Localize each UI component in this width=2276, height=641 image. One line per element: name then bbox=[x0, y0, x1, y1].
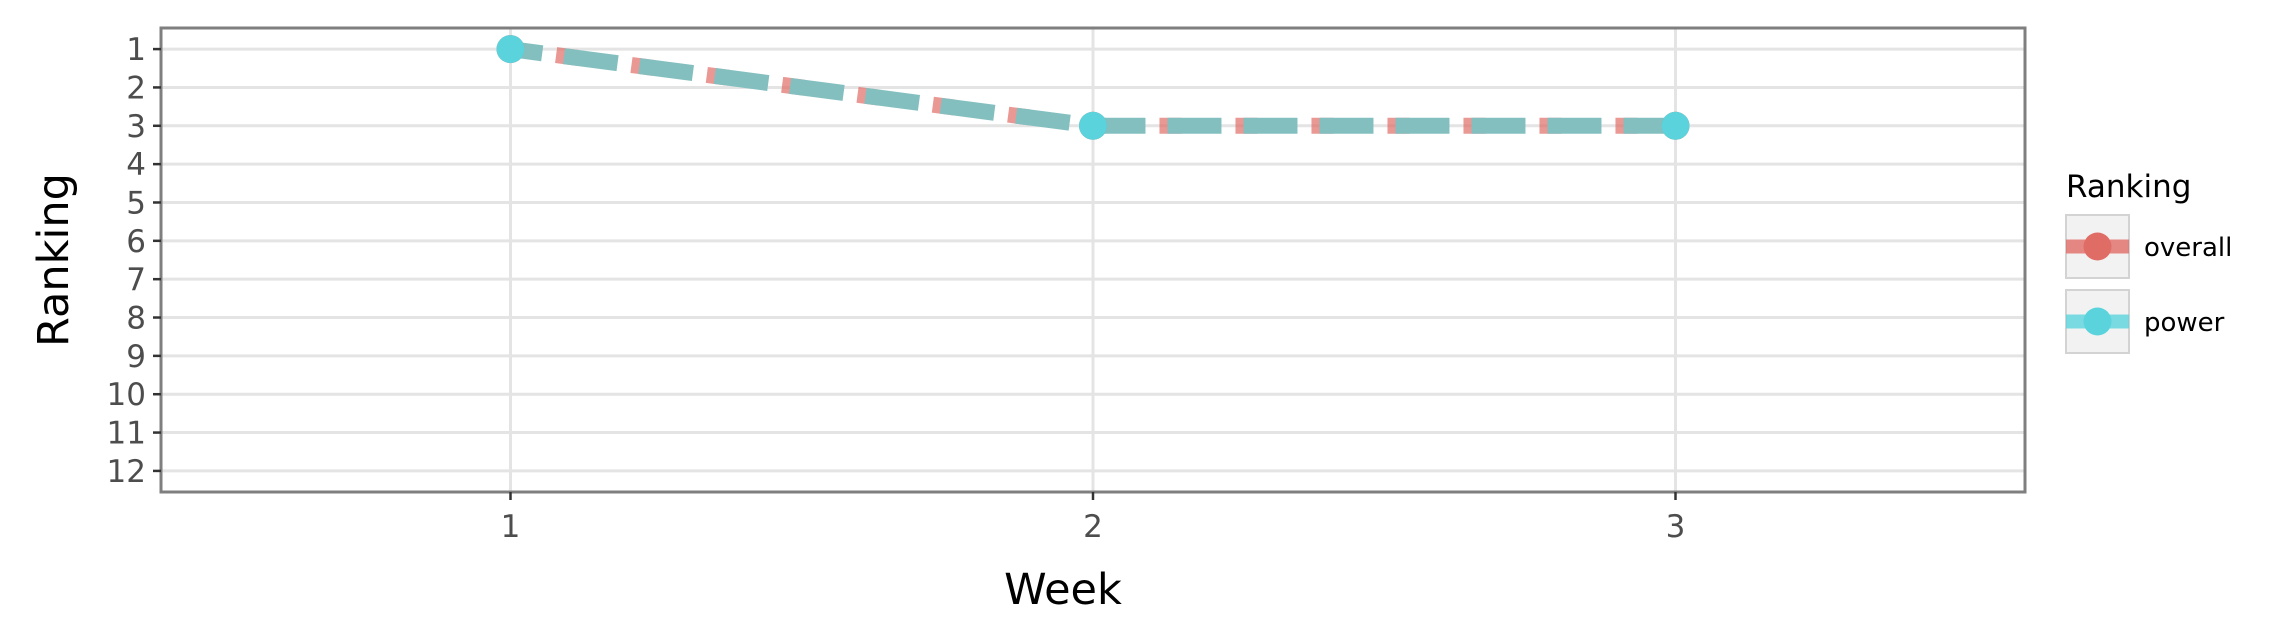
legend-label-power: power bbox=[2144, 308, 2225, 338]
x-tick-label: 3 bbox=[1666, 509, 1686, 545]
legend-title: Ranking bbox=[2066, 169, 2191, 205]
y-tick-label: 8 bbox=[126, 301, 146, 337]
y-tick-label: 2 bbox=[126, 70, 146, 106]
y-tick-label: 4 bbox=[126, 147, 146, 183]
grid-lines bbox=[161, 28, 2025, 492]
y-tick-label: 1 bbox=[126, 32, 146, 68]
x-tick-label: 1 bbox=[501, 509, 521, 545]
data-points bbox=[496, 35, 1690, 140]
y-tick-label: 5 bbox=[126, 185, 146, 221]
y-tick-label: 12 bbox=[107, 454, 146, 490]
y-tick-label: 3 bbox=[126, 109, 146, 145]
legend: Ranking overall power bbox=[2065, 169, 2232, 354]
y-tick-label: 7 bbox=[126, 262, 146, 298]
legend-items: overall power bbox=[2065, 214, 2232, 354]
data-point-power bbox=[1079, 111, 1107, 140]
y-tick-label: 6 bbox=[126, 224, 146, 260]
x-axis-title: Week bbox=[1004, 565, 1122, 615]
legend-marker-power bbox=[2083, 307, 2112, 336]
data-point-power bbox=[496, 35, 525, 64]
y-axis-title: Ranking bbox=[29, 173, 79, 347]
legend-label-overall: overall bbox=[2144, 233, 2232, 263]
y-tick-label: 9 bbox=[126, 339, 146, 375]
x-axis-ticks: 1 2 3 bbox=[501, 492, 1686, 545]
data-point-power bbox=[1661, 111, 1690, 140]
y-tick-label: 10 bbox=[107, 377, 146, 413]
legend-marker-overall bbox=[2083, 232, 2112, 261]
y-tick-label: 11 bbox=[107, 416, 146, 452]
x-tick-label: 2 bbox=[1083, 509, 1103, 545]
